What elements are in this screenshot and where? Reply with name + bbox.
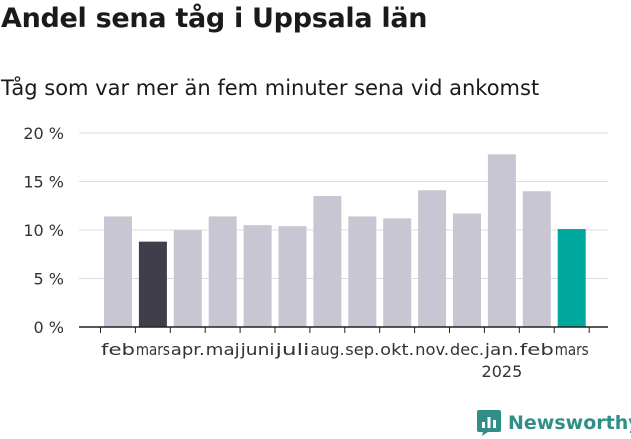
x-tick-label: okt. [380, 340, 414, 359]
x-tick-label: feb [101, 340, 135, 359]
y-tick-label: 20 % [23, 124, 64, 143]
bar [557, 229, 586, 327]
bar [138, 241, 167, 327]
bar [348, 216, 377, 327]
grid-lines [79, 132, 608, 279]
y-axis-labels: 0 % 5 % 10 % 15 % 20 % [23, 124, 64, 337]
x-tick-label: aug. [310, 340, 344, 359]
x-tick-label: jan. [484, 340, 519, 359]
x-tick-label: mars [555, 340, 589, 359]
bar [383, 218, 412, 327]
x-tick-label: maj [206, 340, 240, 359]
x-tick-label: dec. [450, 340, 484, 359]
bar [453, 213, 481, 327]
bar [208, 216, 237, 327]
x-year-label: 2025 [482, 362, 523, 381]
bar [487, 154, 516, 327]
x-axis: feb mars apr. maj juni juli aug. sep. okt. nov. de… [79, 326, 608, 381]
bar [522, 191, 551, 327]
x-tick-label: mars [136, 340, 170, 359]
x-tick-label: nov. [415, 340, 449, 359]
x-tick-label: feb [520, 340, 554, 359]
bar [278, 226, 307, 327]
y-tick-label: 10 % [23, 221, 64, 240]
bar-chart: 0 %5 %10 %15 %20 % feb mars apr. maj juni jul… [23, 124, 608, 381]
brand-name: Newsworthy [508, 412, 631, 434]
y-tick-label: 0 % [34, 318, 64, 337]
chart-title: Andel sena tåg i Uppsala län [1, 3, 428, 34]
bars [104, 154, 586, 327]
bar [104, 216, 132, 327]
bar-chart-logo-icon [477, 410, 501, 436]
bar [418, 190, 447, 327]
bar [243, 225, 272, 327]
y-tick-label: 5 % [34, 270, 64, 289]
newsworthy-logo: Newsworthy [476, 408, 631, 438]
x-tick-label: juli [274, 340, 309, 359]
x-tick-label: apr. [171, 340, 205, 359]
bar [173, 230, 202, 327]
y-tick-label: 15 % [23, 173, 64, 192]
x-tick-label: juni [239, 340, 274, 359]
x-tick-label: sep. [345, 340, 379, 359]
chart-subtitle: Tåg som var mer än fem minuter sena vid … [1, 76, 540, 100]
bar [313, 196, 342, 327]
